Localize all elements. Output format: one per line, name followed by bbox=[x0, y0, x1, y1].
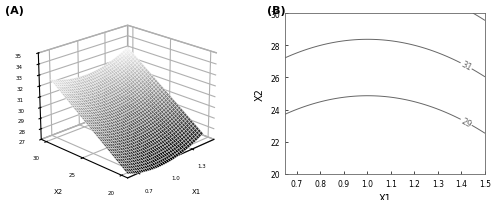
Text: 29: 29 bbox=[460, 116, 473, 129]
Text: (B): (B) bbox=[268, 6, 286, 16]
Text: 31: 31 bbox=[460, 60, 473, 73]
Text: (A): (A) bbox=[5, 6, 24, 16]
X-axis label: X1: X1 bbox=[378, 193, 392, 200]
Y-axis label: X2: X2 bbox=[54, 188, 63, 194]
Y-axis label: X2: X2 bbox=[255, 88, 265, 100]
X-axis label: X1: X1 bbox=[192, 188, 202, 194]
